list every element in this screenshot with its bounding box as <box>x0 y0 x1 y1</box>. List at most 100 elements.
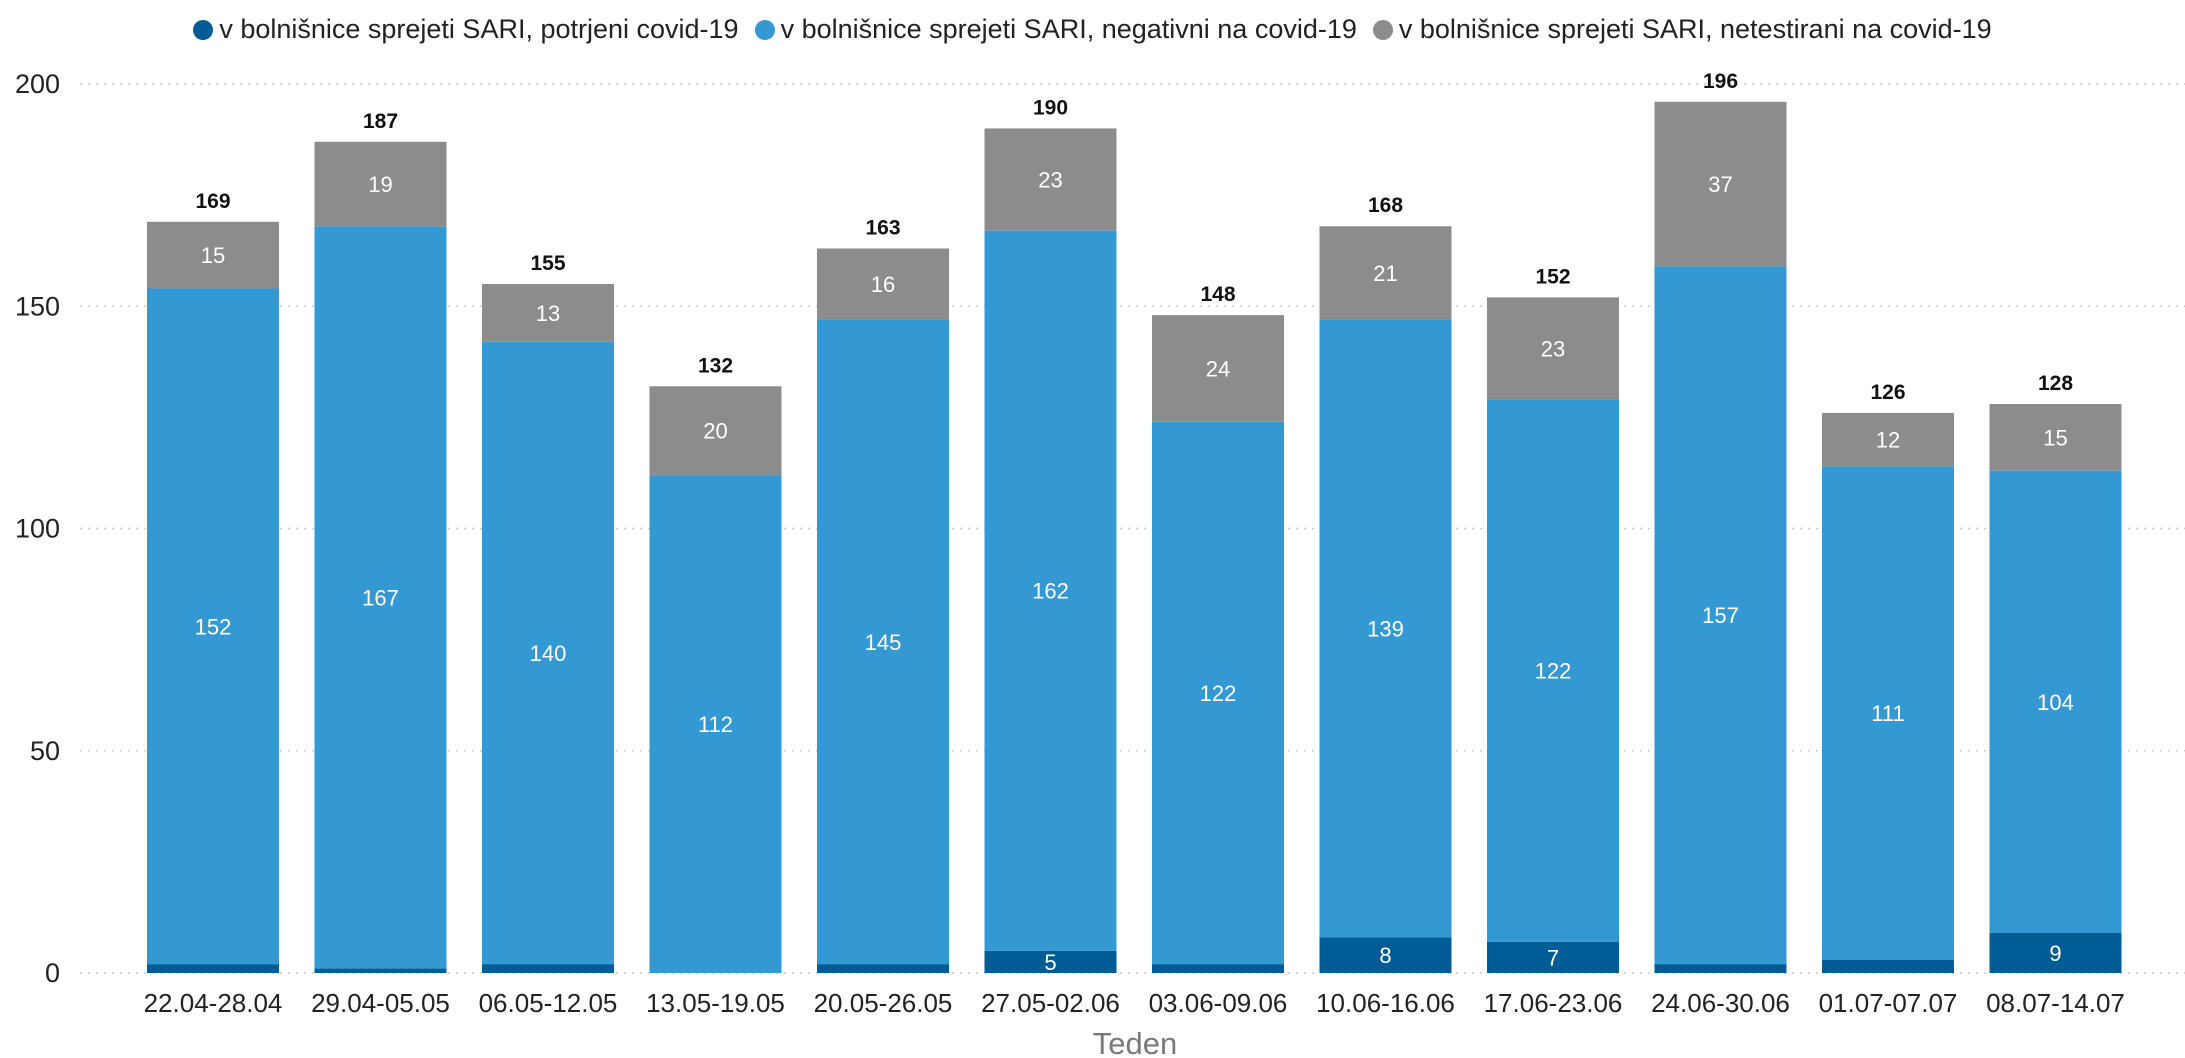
bar-segment <box>1989 470 2122 933</box>
data-label: 139 <box>1367 617 1404 642</box>
bar-segment <box>147 288 279 965</box>
bar-segment <box>649 386 782 476</box>
bar-segment <box>984 230 1117 951</box>
bar-segment <box>817 319 949 965</box>
total-label: 155 <box>530 252 565 275</box>
data-label: 145 <box>865 630 902 655</box>
total-label: 128 <box>2038 372 2073 395</box>
data-label: 104 <box>2037 690 2074 715</box>
bar-segment <box>482 341 614 965</box>
data-label: 5 <box>1044 950 1056 975</box>
legend-swatch-negative <box>754 19 775 40</box>
data-label: 19 <box>368 172 392 197</box>
data-label: 23 <box>1038 168 1062 193</box>
x-tick-label: 03.06-09.06 <box>1149 988 1288 1018</box>
total-label: 168 <box>1368 194 1403 217</box>
y-tick-label: 0 <box>45 958 60 988</box>
bar-segment <box>649 475 782 973</box>
data-label: 9 <box>2049 941 2061 966</box>
x-tick-label: 20.05-26.05 <box>814 988 953 1018</box>
y-tick-label: 50 <box>30 736 60 766</box>
bar-segment <box>314 968 447 973</box>
bar-segment <box>1989 404 2122 471</box>
y-tick-label: 100 <box>15 514 60 544</box>
bar-segment <box>984 950 1117 973</box>
x-tick-label: 17.06-23.06 <box>1484 988 1623 1018</box>
x-tick-label: 22.04-28.04 <box>144 988 283 1018</box>
data-label: 16 <box>871 272 895 297</box>
x-tick-label: 08.07-14.07 <box>1986 988 2125 1018</box>
bar-segment <box>1152 421 1284 965</box>
legend-label-untested: v bolnišnice sprejeti SARI, netestirani … <box>1398 14 1992 44</box>
bar-segment <box>1152 964 1284 973</box>
x-tick-label: 13.05-19.05 <box>646 988 785 1018</box>
data-label: 37 <box>1708 172 1732 197</box>
data-label: 152 <box>195 614 232 639</box>
bar-segment <box>1989 932 2122 973</box>
bar-segment <box>1822 412 1954 467</box>
legend-swatch-untested <box>1372 19 1393 40</box>
legend-item-negative: v bolnišnice sprejeti SARI, negativni na… <box>754 14 1357 45</box>
data-label: 15 <box>2043 425 2067 450</box>
data-label: 122 <box>1535 659 1572 684</box>
x-tick-label: 06.05-12.05 <box>479 988 618 1018</box>
bar-segment <box>482 964 614 973</box>
legend-item-untested: v bolnišnice sprejeti SARI, netestirani … <box>1372 14 1992 45</box>
total-label: 196 <box>1703 70 1738 93</box>
bar-segment <box>1654 964 1787 973</box>
bar-segment <box>1822 466 1954 960</box>
bar-segment <box>1487 399 1619 942</box>
data-label: 157 <box>1702 603 1739 628</box>
bar-segment <box>1654 266 1787 965</box>
legend-label-negative: v bolnišnice sprejeti SARI, negativni na… <box>780 14 1357 44</box>
legend: v bolnišnice sprejeti SARI, potrjeni cov… <box>0 14 2185 45</box>
x-tick-label: 01.07-07.07 <box>1819 988 1958 1018</box>
data-label: 140 <box>530 641 567 666</box>
bar-segment <box>984 128 1117 231</box>
data-label: 12 <box>1876 428 1900 453</box>
bar-segment <box>1487 941 1619 973</box>
bar-segment <box>1319 937 1452 973</box>
data-label: 7 <box>1547 945 1559 970</box>
bar-segment <box>482 284 614 342</box>
bar-segment <box>1487 297 1619 400</box>
total-label: 152 <box>1535 265 1570 288</box>
total-label: 187 <box>363 110 398 133</box>
total-label: 190 <box>1033 96 1068 119</box>
legend-label-confirmed: v bolnišnice sprejeti SARI, potrjeni cov… <box>219 14 739 44</box>
data-label: 122 <box>1200 681 1237 706</box>
x-tick-label: 29.04-05.05 <box>311 988 450 1018</box>
y-tick-label: 150 <box>15 291 60 321</box>
bar-segment <box>147 221 279 289</box>
bar-segment <box>1822 959 1954 973</box>
total-label: 132 <box>698 354 733 377</box>
legend-swatch-confirmed <box>193 19 214 40</box>
x-tick-label: 10.06-16.06 <box>1316 988 1455 1018</box>
total-label: 126 <box>1870 381 1905 404</box>
data-label: 21 <box>1373 261 1397 286</box>
x-tick-label: 27.05-02.06 <box>981 988 1120 1018</box>
bar-segment <box>314 141 447 227</box>
total-label: 169 <box>195 190 230 213</box>
bar-segment <box>1319 226 1452 320</box>
legend-item-confirmed: v bolnišnice sprejeti SARI, potrjeni cov… <box>193 14 739 45</box>
bar-segment <box>1152 315 1284 422</box>
total-label: 163 <box>865 216 900 239</box>
bar-segment <box>817 248 949 320</box>
y-tick-label: 200 <box>15 69 60 99</box>
bar-segment <box>817 964 949 973</box>
bar-segment <box>1319 319 1452 938</box>
bar-segment <box>314 226 447 969</box>
bar-segment <box>147 964 279 973</box>
data-label: 167 <box>362 585 399 610</box>
data-label: 162 <box>1032 579 1069 604</box>
total-label: 148 <box>1200 283 1235 306</box>
bar-segment <box>1654 101 1787 267</box>
data-label: 23 <box>1541 336 1565 361</box>
data-label: 112 <box>698 712 733 737</box>
x-axis-title: Teden <box>1093 1026 1177 1058</box>
data-label: 15 <box>201 243 225 268</box>
data-label: 20 <box>703 419 727 444</box>
